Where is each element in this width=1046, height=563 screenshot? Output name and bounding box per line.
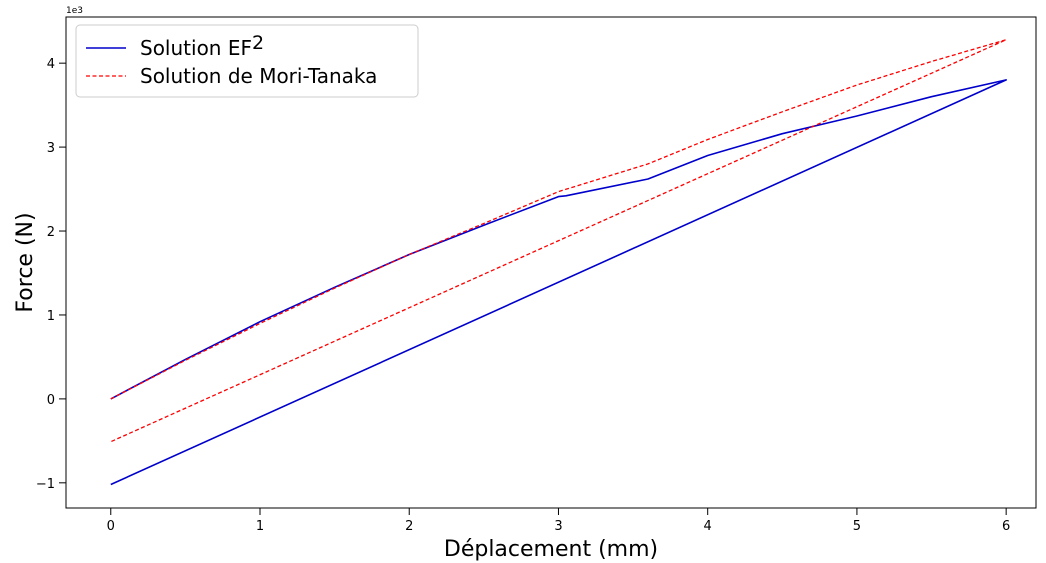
legend-box: [75, 24, 419, 98]
axes: 0 1 2 3 4 5 6 −1 0 1 2 3 4 1e3 Déplacement (mm) Force (…: [13, 6, 1037, 562]
x-tick-label: 5: [853, 519, 861, 534]
x-tick-label: 2: [405, 519, 413, 534]
x-tick-label: 0: [107, 519, 115, 534]
y-axis-label: Force (N): [13, 212, 38, 312]
y-tick-label: 2: [47, 225, 55, 240]
y-offset-text: 1e3: [66, 6, 83, 16]
y-tick-label: 3: [47, 141, 55, 156]
series-line-2: [110, 39, 1007, 443]
plot-area: [110, 39, 1008, 486]
legend: Solution EF2 Solution de Mori-Tanaka: [75, 24, 419, 98]
series-line-1: [110, 79, 1008, 486]
x-axis-label: Déplacement (mm): [444, 537, 658, 562]
legend-label-1: Solution EF2: [140, 32, 264, 60]
y-tick-label: −1: [36, 477, 55, 492]
y-tick-label: 0: [47, 393, 55, 408]
axes-frame: [65, 16, 1037, 509]
legend-label-2: Solution de Mori-Tanaka: [140, 64, 377, 88]
x-tick-label: 3: [554, 519, 562, 534]
x-tick-label: 1: [256, 519, 264, 534]
x-tick-label: 4: [704, 519, 712, 534]
y-tick-label: 4: [47, 57, 55, 72]
x-tick-label: 6: [1002, 519, 1010, 534]
y-tick-label: 1: [47, 309, 55, 324]
